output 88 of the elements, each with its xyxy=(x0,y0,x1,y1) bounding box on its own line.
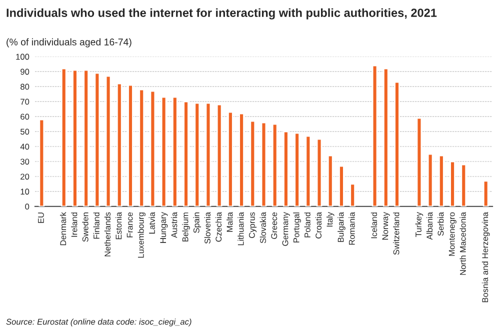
x-tick-label: Netherlands xyxy=(104,212,111,256)
bar xyxy=(150,90,156,206)
x-tick-label: North Macedonia xyxy=(460,212,466,275)
x-tick-label: Ireland xyxy=(71,212,78,237)
bar xyxy=(105,75,112,206)
bar xyxy=(316,138,322,206)
bar xyxy=(394,81,400,206)
x-tick-label: Greece xyxy=(271,212,278,239)
bar xyxy=(60,68,67,206)
bar xyxy=(172,96,178,206)
bar xyxy=(294,132,300,206)
bar xyxy=(250,120,256,206)
x-tick-label: Germany xyxy=(282,212,290,246)
bar xyxy=(160,96,167,206)
x-tick-label: EU xyxy=(38,212,44,223)
y-tick-label: 100 xyxy=(16,54,30,60)
x-tick-label: Hungary xyxy=(160,212,168,243)
bar xyxy=(38,118,45,206)
bar xyxy=(482,180,489,206)
bar xyxy=(194,102,200,206)
bar xyxy=(350,183,356,206)
y-tick-label: 70 xyxy=(20,98,30,105)
x-tick-label: Cyprus xyxy=(248,212,257,238)
x-tick-label: Bosnia and Herzegovina xyxy=(482,212,490,302)
x-tick-label: Montenegro xyxy=(448,212,456,256)
bar xyxy=(94,72,100,206)
bar xyxy=(372,64,378,206)
bar xyxy=(183,100,189,206)
source-note: Source: Eurostat (online data code: isoc_ciegi_ac) xyxy=(6,318,192,326)
x-tick-label: Switzerland xyxy=(393,212,400,255)
y-tick-label: 90 xyxy=(20,68,30,75)
bar xyxy=(460,164,467,206)
y-tick-label: 60 xyxy=(20,114,30,120)
bar xyxy=(305,135,312,206)
x-tick-label: Turkey xyxy=(415,212,424,237)
x-tick-label: Romania xyxy=(348,212,355,245)
chart-title: Individuals who used the internet for interacting with public authorities, 2021 xyxy=(6,8,437,20)
bar xyxy=(238,112,244,206)
bar xyxy=(128,84,134,206)
y-tick-label: 0 xyxy=(25,204,30,210)
x-tick-label: Croatia xyxy=(315,212,322,238)
x-tick-label: Czechia xyxy=(215,212,222,242)
x-tick-label: Sweden xyxy=(82,212,88,242)
x-tick-label: Italy xyxy=(326,212,334,227)
bar xyxy=(338,165,344,206)
bar xyxy=(327,154,334,206)
x-tick-label: Belgium xyxy=(182,212,190,242)
x-tick-label: Denmark xyxy=(60,212,66,246)
x-tick-label: Luxembourg xyxy=(138,212,146,258)
bar xyxy=(382,68,389,206)
y-tick-label: 80 xyxy=(20,84,30,90)
bar xyxy=(272,123,278,206)
bar xyxy=(205,102,212,206)
chart-subtitle: (% of individuals aged 16-74) xyxy=(6,38,132,48)
x-tick-label: Finland xyxy=(93,212,100,239)
bar xyxy=(438,154,444,206)
x-tick-label: Austria xyxy=(171,212,178,238)
bar xyxy=(72,69,78,206)
bar xyxy=(450,160,456,206)
x-tick-label: Latvia xyxy=(148,212,155,234)
bar xyxy=(138,88,145,206)
bar xyxy=(216,104,222,206)
x-tick-label: Bulgaria xyxy=(338,212,346,242)
x-tick-label: Malta xyxy=(226,212,233,232)
y-tick-label: 50 xyxy=(20,128,30,135)
bar xyxy=(83,69,89,206)
x-tick-label: Lithuania xyxy=(238,212,244,246)
x-tick-label: France xyxy=(126,212,133,238)
x-tick-label: Portugal xyxy=(293,212,301,242)
x-tick-label: Estonia xyxy=(116,212,122,240)
x-tick-label: Norway xyxy=(382,212,390,240)
y-tick-label: 40 xyxy=(20,144,30,150)
bar xyxy=(283,130,289,206)
x-tick-label: Slovakia xyxy=(260,212,266,244)
x-tick-label: Serbia xyxy=(438,212,444,236)
y-tick-label: 10 xyxy=(20,188,30,195)
x-tick-label: Slovenia xyxy=(204,212,210,244)
bar xyxy=(260,122,267,206)
x-tick-label: Albania xyxy=(426,212,433,240)
x-tick-label: Spain xyxy=(193,212,202,233)
y-tick-label: 20 xyxy=(20,174,30,180)
x-tick-label: Iceland xyxy=(370,212,378,238)
bar xyxy=(228,111,234,206)
bar xyxy=(427,153,434,206)
x-tick-label: Poland xyxy=(304,212,310,238)
bar xyxy=(416,117,422,206)
y-tick-label: 30 xyxy=(20,158,30,165)
bar xyxy=(116,82,122,206)
